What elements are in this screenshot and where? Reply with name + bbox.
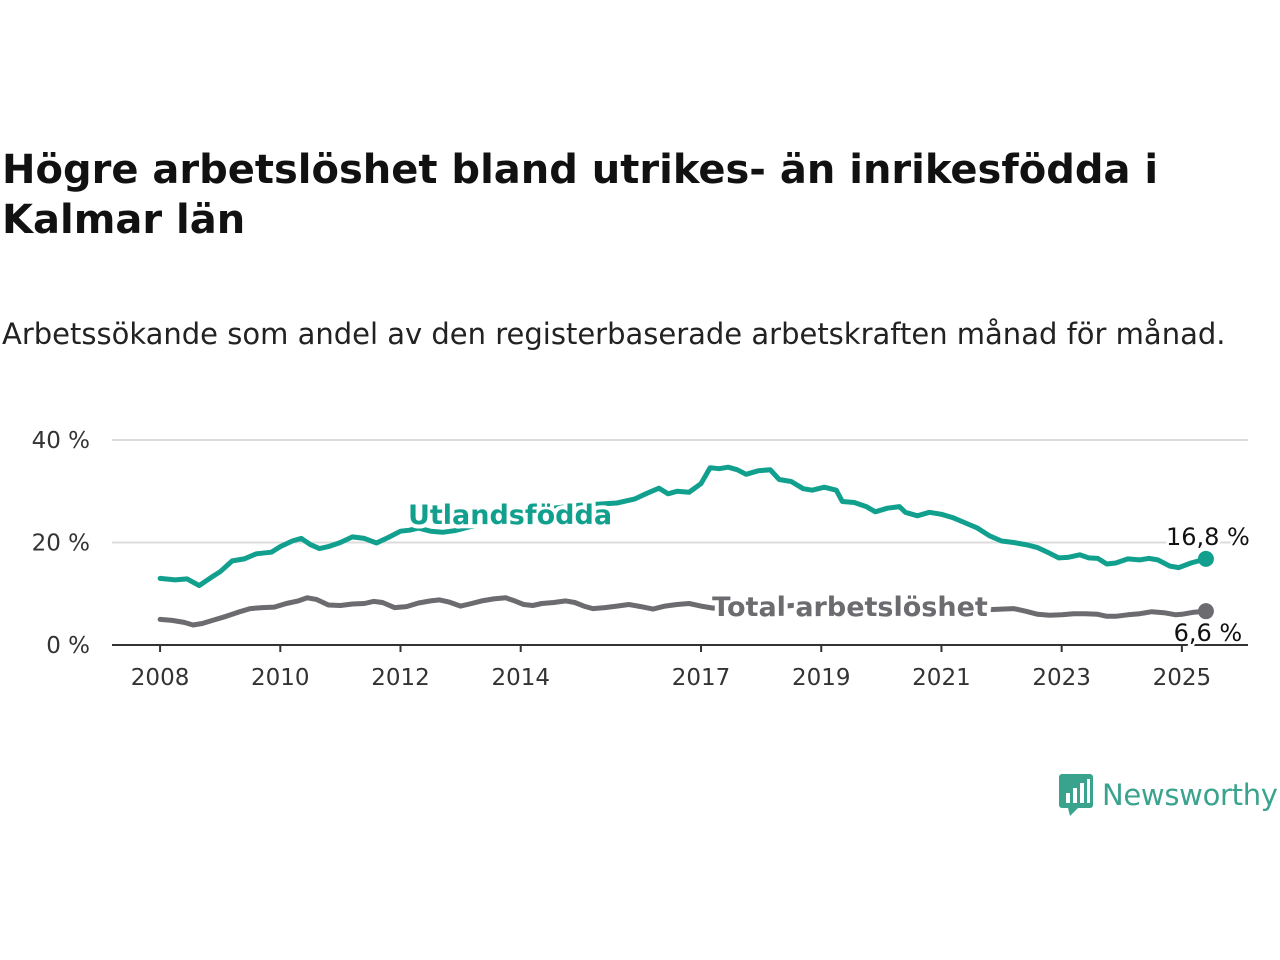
newsworthy-logo-icon	[1059, 774, 1093, 816]
x-tick-label: 2010	[251, 665, 310, 691]
series-end-marker	[1197, 550, 1214, 567]
axes: 0 % 20 % 40 % 2008 2010 2012 2014 2017 2019 2021 2…	[32, 428, 1248, 691]
brand-name: Newsworthy	[1102, 778, 1278, 812]
series-line-total	[157, 595, 1209, 628]
series-labels: 16,8 % Utlandsfödda 6,6 % Total arbetslöshe…	[404, 496, 1252, 650]
chart-subtitle: Arbetssökande som andel av den registerb…	[2, 317, 1226, 351]
y-tick-label: 0 %	[46, 633, 90, 659]
series-name-label: Utlandsfödda	[408, 500, 612, 531]
x-tick-label: 2014	[491, 665, 550, 691]
series-end-label: 16,8 %	[1166, 523, 1250, 551]
chart-title: Högre arbetslöshet bland utrikes- än inr…	[2, 147, 1159, 243]
series-end-label: 6,6 %	[1174, 619, 1243, 647]
x-tick-label: 2023	[1032, 665, 1091, 691]
x-tick-label: 2012	[371, 665, 430, 691]
x-tick-label: 2019	[792, 665, 851, 691]
x-tick-label: 2025	[1153, 665, 1212, 691]
newsworthy-logo: Newsworthy	[1058, 773, 1278, 817]
line-chart: 0 % 20 % 40 % 2008 2010 2012 2014 2017 2019 2021 2…	[32, 428, 1253, 691]
series-lines	[157, 464, 1214, 628]
x-tick-label: 2017	[672, 665, 731, 691]
series-line-utlandsfodda	[157, 464, 1209, 589]
x-tick-label: 2008	[131, 665, 190, 691]
series-end-marker	[1197, 603, 1214, 620]
x-tick-label: 2021	[912, 665, 971, 691]
y-tick-label: 20 %	[32, 531, 90, 557]
y-tick-label: 40 %	[32, 428, 90, 454]
grid-lines	[112, 439, 1248, 544]
series-name-label: Total arbetslöshet	[712, 592, 988, 623]
